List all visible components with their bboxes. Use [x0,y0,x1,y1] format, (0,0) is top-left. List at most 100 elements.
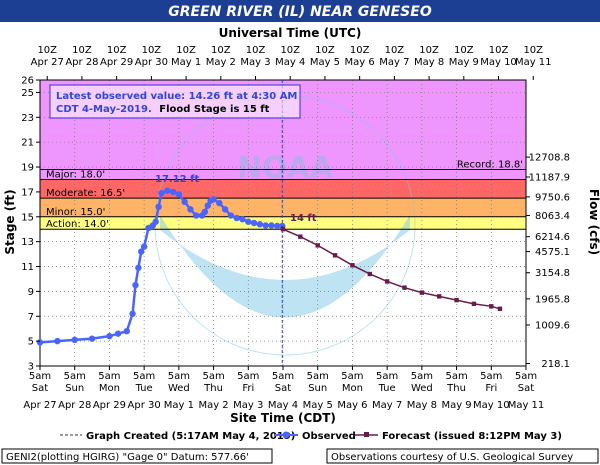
top-tick-date: May 6 [345,57,375,68]
bottom-tick-time: 5am [202,371,224,382]
bottom-tick-time: 5am [445,371,467,382]
bottom-tick-date: May 3 [233,400,263,411]
y-tick-label: 3 [28,362,34,373]
band-minor [40,198,526,217]
bottom-tick-date: May 4 [268,400,298,411]
bottom-tick-time: 5am [133,371,155,382]
y2-tick-label: 4575.1 [535,247,570,258]
y2-tick-label: 1009.6 [535,320,570,331]
observed-point [193,212,200,219]
bottom-tick-date: May 5 [303,400,333,411]
bottom-tick-time: 5am [341,371,363,382]
y-tick-label: 15 [21,212,34,223]
top-tick-date: May 5 [310,57,340,68]
observed-point [256,221,264,228]
top-tick-date: Apr 30 [135,57,168,68]
legend-observed-dot [282,431,290,439]
y2-tick-label: 1965.8 [535,294,570,305]
threshold-label-action: Action: 14.0' [46,219,109,230]
bottom-tick-date: Apr 27 [23,400,56,411]
bottom-tick-day: Thu [203,383,223,394]
y-tick-label: 7 [28,312,34,323]
forecast-point [402,285,407,290]
y2-tick-label: 11187.9 [529,172,570,183]
observed-point [36,339,44,346]
observed-point [158,189,165,197]
bottom-tick-time: 5am [98,371,120,382]
bottom-tick-day: Tue [135,383,153,394]
forecast-point [471,301,477,307]
y2-tick-label: 8063.4 [535,211,570,222]
bottom-tick-day: Sat [518,383,534,394]
y-tick-label: 17 [21,187,34,198]
observed-point [54,337,61,345]
bottom-tick-day: Sat [275,383,291,394]
bottom-tick-time: 5am [64,371,86,382]
observed-point [201,208,209,216]
bottom-tick-date: May 1 [164,400,194,411]
forecast-point [350,263,355,268]
top-tick-date: May 8 [414,57,444,68]
forecast-point [454,297,459,303]
observed-point [210,196,217,203]
top-tick-time: 10Z [37,45,57,56]
observed-point [164,187,171,194]
top-tick-date: May 2 [206,57,236,68]
top-tick-time: 10Z [72,45,92,56]
y2-axis-ticks: 218.1 1009.6 1965.8 3154.8 4575.1 6214.6 8063.… [526,153,570,370]
observed-point [88,335,96,342]
top-tick-time: 10Z [142,45,162,56]
bottom-tick-day: Thu [446,383,466,394]
top-tick-time: 10Z [489,45,509,56]
top-tick-time: 10Z [211,45,231,56]
y-tick-label: 23 [21,113,34,124]
observed-point [169,188,177,196]
top-tick-date: Apr 27 [31,57,64,68]
observed-point [262,222,269,229]
bottom-tick-time: 5am [29,371,51,382]
bottom-tick-date: May 6 [337,400,367,411]
observed-point [233,214,240,222]
info-line-1: Latest observed value: 14.26 ft at 4:30 … [56,91,297,102]
bottom-tick-time: 5am [307,371,329,382]
top-tick-date: May 4 [275,57,305,68]
bottom-tick-time: 5am [480,371,502,382]
top-tick-time: 10Z [523,45,543,56]
bottom-tick-time: 5am [411,371,433,382]
y2-tick-label: 218.1 [541,359,570,370]
forecast-point [367,271,372,277]
bottom-tick-day: Wed [168,383,190,394]
forecast-point [489,304,494,309]
top-tick-date: May 10 [480,57,517,68]
y2-tick-label: 6214.6 [535,232,570,243]
top-tick-time: 10Z [246,45,266,56]
observed-point [204,202,211,209]
bottom-tick-date: May 11 [508,400,545,411]
y-tick-label: 19 [21,163,34,174]
legend: Graph Created (5:17AM May 4, 2019) Obser… [60,431,562,442]
observed-point [140,243,148,250]
noaa-watermark-center: NOAA [237,151,334,186]
title-bar [0,0,600,22]
forecast-point [437,294,442,299]
bottom-tick-date: May 9 [441,400,471,411]
top-tick-time: 10Z [315,45,335,56]
footer-credit-box [326,448,599,464]
bottom-tick-date: May 8 [407,400,437,411]
y-tick-label: 9 [28,287,34,298]
legend-observed-label: Observed [302,431,356,442]
top-tick-time: 10Z [107,45,127,56]
bottom-tick-day: Wed [411,383,433,394]
observed-point [239,216,246,223]
observed-point [216,199,223,207]
observed-point [245,218,252,225]
bottom-tick-day: Mon [99,383,120,394]
bottom-tick-date: Apr 30 [128,400,161,411]
footer-credit: Observations courtesy of U.S. Geological… [331,452,573,463]
observed-point [221,206,229,213]
observed-point [155,203,162,211]
threshold-label-minor: Minor: 15.0' [46,207,105,218]
